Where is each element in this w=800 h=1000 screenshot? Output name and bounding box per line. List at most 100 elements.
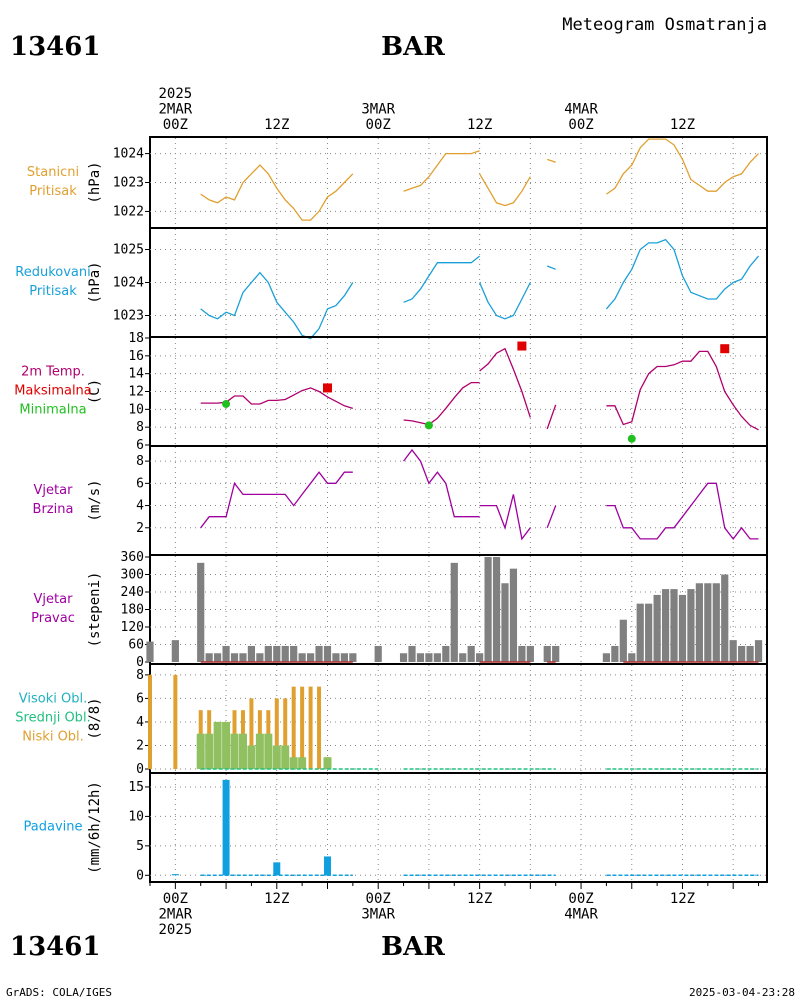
y-tick-label: 10 — [128, 809, 144, 824]
low-cloud-bar — [283, 698, 288, 769]
wind-dir-bar — [704, 583, 712, 662]
bottom-time-label: 00Z — [568, 891, 593, 907]
y-axis-label: (8/8) — [87, 697, 103, 739]
tmax-marker — [517, 341, 527, 351]
panel-station_pressure: 1022 1023 1024 (hPa) Stanicni Pritisak — [27, 136, 768, 229]
mid-cloud-bar — [272, 745, 281, 769]
mid-cloud-bar — [255, 733, 264, 769]
side-label: Pravac — [31, 611, 75, 626]
y-tick-label: 0 — [136, 655, 144, 670]
mid-cloud-bar — [213, 721, 222, 769]
wind-dir-bar — [746, 645, 754, 662]
wind-dir-bar — [721, 574, 729, 662]
precip-bar — [323, 856, 331, 876]
top-time-label: 2025 — [158, 86, 192, 102]
wind-dir-bar — [509, 568, 518, 662]
tmax-marker — [720, 344, 730, 354]
series-line — [546, 404, 557, 430]
mid-cloud-bar — [247, 745, 256, 769]
mid-cloud-bar — [196, 733, 205, 769]
side-label: Padavine — [24, 820, 83, 835]
mid-cloud-bar — [264, 733, 273, 769]
side-label: 2m Temp. — [21, 365, 85, 380]
y-tick-label: 16 — [128, 349, 144, 364]
wind-dir-bar — [214, 653, 222, 662]
station-id-bottom: 13461 — [10, 932, 100, 962]
wind-dir-bar — [197, 562, 205, 662]
y-tick-label: 300 — [121, 568, 144, 583]
y-tick-label: 1023 — [113, 309, 144, 324]
wind-dir-bar — [450, 562, 458, 662]
y-axis-label: (mm/6h/12h) — [87, 781, 103, 874]
top-time-label: 12Z — [670, 117, 695, 133]
wind-dir-bar — [526, 645, 534, 662]
y-tick-label: 1024 — [113, 147, 144, 162]
panel-temperature: 6 8 10 12 14 16 18 (C)2m Temp. Maksimalna Minimal… — [14, 331, 768, 453]
y-axis-label: (C) — [87, 379, 103, 404]
wind-dir-bar — [298, 653, 306, 662]
side-label: Visoki Obl. — [19, 692, 87, 707]
wind-dir-bar — [306, 653, 315, 662]
wind-dir-bar — [416, 653, 425, 662]
wind-dir-bar — [290, 645, 298, 662]
side-label: Minimalna — [19, 403, 86, 418]
wind-dir-bar — [729, 640, 737, 662]
panel-wind_speed: 2 4 6 8 (m/s) Vjetar Brzina — [33, 445, 768, 556]
series-line — [403, 255, 481, 303]
wind-dir-bar — [222, 645, 230, 662]
wind-dir-bar — [315, 645, 323, 662]
side-label: Niski Obl. — [22, 730, 84, 745]
series-line — [479, 347, 531, 418]
series-line — [546, 265, 556, 270]
y-tick-label: 12 — [128, 385, 144, 400]
top-time-label: 2MAR — [158, 102, 192, 118]
series-line — [546, 505, 557, 529]
side-label: Pritisak — [29, 284, 77, 299]
low-cloud-bar — [148, 674, 152, 769]
y-tick-label: 8 — [136, 454, 144, 469]
wind-dir-bar — [670, 589, 678, 662]
panel-reduced_pressure: 1023 1024 1025 (hPa)Redukovani Pritisak — [15, 227, 768, 340]
y-tick-label: 18 — [128, 331, 144, 346]
series-line — [200, 471, 353, 529]
y-tick-label: 1024 — [113, 276, 144, 291]
side-label: Maksimalna — [14, 384, 92, 399]
side-label: Srednji Obl. — [15, 711, 90, 726]
bottom-time-label: 12Z — [467, 891, 492, 907]
side-label: Pritisak — [29, 184, 77, 199]
mid-cloud-bar — [238, 733, 247, 769]
y-tick-label: 120 — [121, 620, 144, 635]
y-tick-label: 14 — [128, 367, 144, 382]
wind-dir-bar — [340, 653, 348, 662]
bottom-time-label: 12Z — [670, 891, 695, 907]
bottom-time-label: 12Z — [264, 891, 289, 907]
bottom-time-label: 2MAR — [158, 907, 192, 923]
wind-dir-bar — [636, 603, 644, 662]
y-tick-label: 0 — [136, 868, 144, 883]
side-label: Vjetar — [34, 483, 74, 498]
wind-dir-bar — [501, 583, 509, 662]
y-tick-label: 360 — [121, 550, 144, 565]
wind-dir-bar — [552, 645, 560, 662]
panel-frame — [149, 336, 768, 447]
wind-dir-bar — [433, 653, 441, 662]
wind-dir-bar — [543, 645, 551, 662]
series-line — [479, 494, 531, 541]
side-label: Stanicni — [27, 165, 79, 180]
wind-dir-bar — [399, 653, 408, 662]
wind-dir-bar — [687, 589, 695, 662]
mid-cloud-bar — [230, 733, 239, 769]
wind-dir-bar — [323, 645, 332, 662]
series-line — [403, 150, 480, 192]
y-tick-label: 2 — [136, 521, 144, 536]
low-cloud-bar — [173, 674, 178, 769]
y-tick-label: 1023 — [113, 176, 144, 191]
top-time-label: 00Z — [366, 117, 391, 133]
y-tick-label: 1022 — [113, 204, 144, 219]
top-time-label: 00Z — [163, 117, 188, 133]
wind-dir-bar — [476, 653, 484, 662]
low-cloud-bar — [249, 698, 254, 769]
y-tick-label: 6 — [136, 438, 144, 453]
mid-cloud-bar — [205, 733, 214, 769]
station-name-top: BAR — [381, 32, 445, 62]
